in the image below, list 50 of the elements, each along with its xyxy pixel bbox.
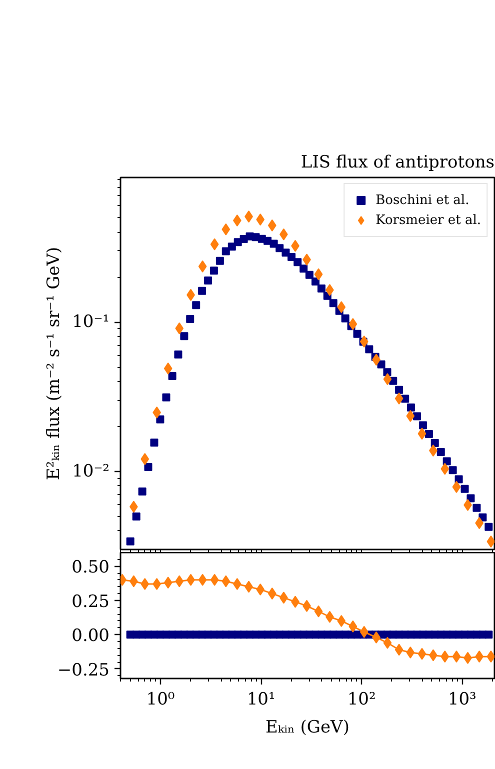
- point: [383, 636, 392, 649]
- point: [360, 626, 368, 638]
- point: [440, 462, 450, 475]
- x-tick-label: 10³: [448, 690, 476, 710]
- point: [164, 362, 172, 374]
- point: [175, 575, 184, 588]
- point: [268, 588, 276, 600]
- legend-label: Korsmeier et al.: [376, 212, 481, 228]
- point: [452, 480, 461, 493]
- y-axis-title: E²ₖᵢₙ flux (m⁻² s⁻¹ sr⁻¹ GeV): [44, 246, 64, 480]
- y-tick-label: 0.00: [72, 626, 110, 646]
- point: [152, 578, 161, 590]
- x-axis-title: Eₖᵢₙ (GeV): [266, 718, 350, 738]
- point: [210, 238, 219, 250]
- point: [198, 260, 207, 272]
- point: [314, 605, 323, 618]
- point: [418, 428, 426, 440]
- point: [210, 574, 219, 586]
- point: [337, 301, 346, 314]
- point: [140, 453, 150, 466]
- point: [394, 392, 404, 404]
- y-tick-label: 0.25: [72, 592, 110, 612]
- point: [222, 223, 230, 236]
- chart-title: LIS flux of antiprotons: [300, 152, 495, 172]
- y-tick-label: 10⁻²: [72, 461, 110, 482]
- point: [164, 576, 172, 589]
- point: [440, 650, 450, 663]
- point: [314, 268, 323, 280]
- x-tick-label: 10⁰: [146, 690, 175, 710]
- point: [348, 620, 358, 632]
- y-tick-label: −0.25: [57, 660, 110, 680]
- point: [348, 318, 358, 330]
- x-tick-label: 10¹: [246, 690, 276, 710]
- point: [418, 648, 426, 660]
- legend-label: Boschini et al.: [376, 192, 470, 208]
- point: [198, 574, 207, 586]
- point: [175, 322, 184, 334]
- x-tick-label: 10²: [347, 690, 376, 710]
- point: [268, 219, 276, 232]
- point: [383, 373, 392, 386]
- y-tick-label: 0.50: [72, 558, 110, 578]
- point: [394, 644, 404, 656]
- point: [406, 646, 415, 658]
- y-tick-label: 10⁻¹: [72, 312, 110, 332]
- point: [140, 578, 150, 590]
- point: [406, 410, 415, 422]
- point: [233, 578, 242, 590]
- point: [222, 575, 230, 588]
- point: [452, 650, 461, 663]
- point: [337, 614, 346, 627]
